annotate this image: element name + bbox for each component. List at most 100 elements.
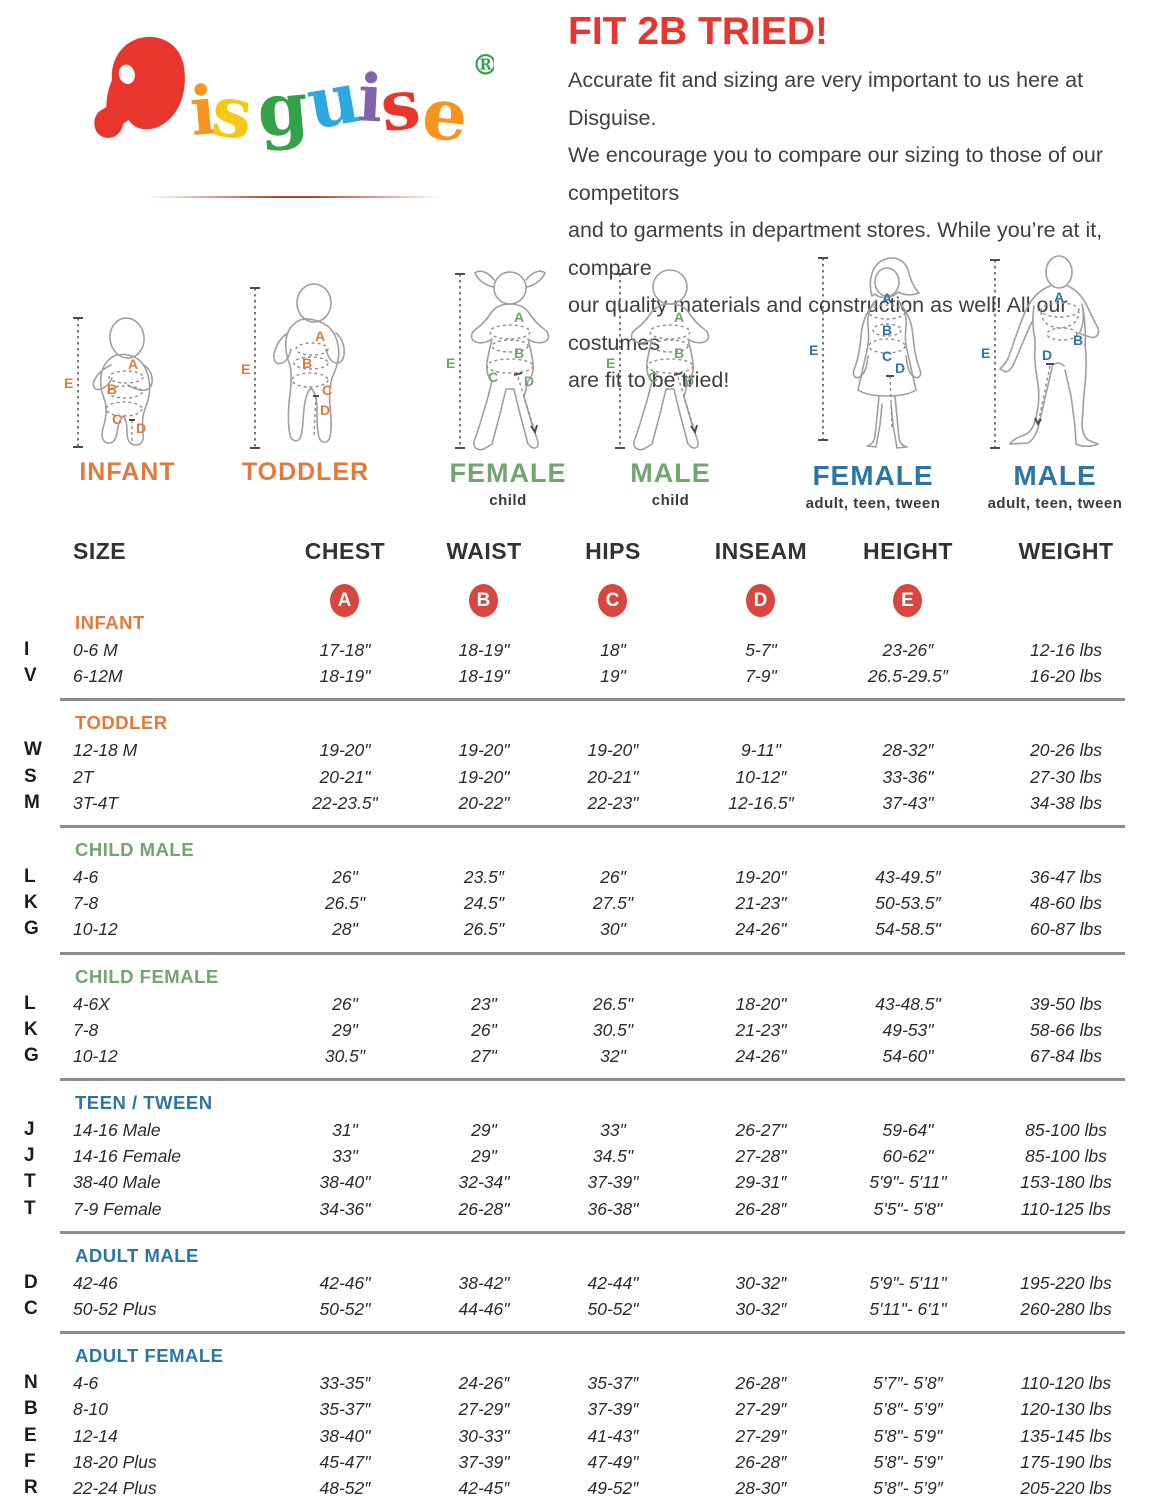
svg-text:A: A [882, 290, 892, 306]
cell-inseam: 9-11" [741, 740, 781, 761]
cell-waist: 32-34" [458, 1172, 510, 1193]
cell-waist: 30-33" [458, 1425, 510, 1446]
cell-height: 43-49.5″ [875, 866, 941, 887]
svg-text:B: B [514, 345, 524, 361]
section-title: ADULT MALE [75, 1244, 199, 1266]
svg-text:E: E [64, 375, 73, 391]
cell-size: 12-18 M [73, 740, 138, 761]
cell-weight: 135-145 lbs [1020, 1425, 1112, 1446]
cell-waist: 23" [471, 993, 497, 1014]
cell-hips: 30.5" [592, 1019, 634, 1040]
cell-inseam: 28-30″ [735, 1477, 787, 1498]
cell-hips: 30" [600, 919, 626, 940]
cell-hips: 49-52″ [587, 1477, 639, 1498]
cell-waist: 29" [471, 1120, 497, 1141]
measure-badge-d-icon: D [746, 584, 775, 617]
svg-text:s: s [376, 63, 424, 148]
measure-badge-b-icon: B [469, 584, 498, 617]
cell-hips: 19" [600, 666, 626, 687]
cell-weight: 34-38 lbs [1030, 792, 1102, 813]
section-title: INFANT [75, 612, 145, 633]
section-divider [60, 1331, 1125, 1335]
cell-chest: 33-35″ [319, 1373, 371, 1394]
cell-inseam: 27-29″ [735, 1425, 787, 1446]
cell-hips: 37-39" [587, 1172, 639, 1193]
figure-label: MALE [1013, 460, 1097, 491]
cell-size: 7-8 [73, 893, 99, 914]
cell-weight: 60-87 lbs [1030, 919, 1102, 940]
row-code: K [24, 892, 38, 914]
cell-weight: 175-190 lbs [1020, 1451, 1112, 1472]
cell-hips: 18" [600, 640, 626, 660]
cell-weight: 58-66 lbs [1030, 1019, 1102, 1040]
cell-waist: 19-20" [458, 740, 510, 761]
cell-waist: 18-19" [458, 666, 510, 687]
cell-weight: 120-130 lbs [1020, 1399, 1112, 1420]
svg-text:D: D [524, 373, 534, 389]
figure-caption-female-adult: FEMALE adult, teen, tween [793, 460, 953, 512]
svg-text:B: B [674, 345, 684, 361]
svg-text:E: E [606, 355, 615, 371]
figure-caption-male-adult: MALE adult, teen, tween [970, 460, 1140, 512]
cell-hips: 20-21" [587, 766, 639, 787]
row-code: D [24, 1271, 38, 1293]
cell-chest: 35-37″ [319, 1399, 371, 1420]
section-divider [60, 824, 1125, 828]
table-row: J 14-16 Female 33" 29" 34.5" 27-28" 60-62" 85-1… [0, 1143, 1159, 1169]
cell-inseam: 27-28" [735, 1146, 787, 1167]
cell-height: 28-32″ [882, 740, 934, 761]
intro-block: FIT 2B TRIED! Accurate fit and sizing ar… [568, 10, 1148, 400]
table-row: R 22-24 Plus 48-52″ 42-45″ 49-52″ 28-30″ 5’8″-… [0, 1475, 1159, 1500]
svg-text:A: A [674, 309, 684, 325]
column-header-height: HEIGHT [863, 538, 953, 564]
svg-text:C: C [322, 382, 332, 398]
cell-size: 7-9 Female [73, 1198, 162, 1219]
row-code: J [24, 1119, 35, 1141]
cell-inseam: 12-16.5″ [728, 792, 794, 813]
cell-height: 5’8″- 5’9″ [873, 1399, 943, 1420]
male-adult-figure-icon: E A B D [981, 255, 1100, 449]
cell-height: 5'5"- 5'8" [873, 1198, 943, 1219]
cell-hips: 32" [600, 1045, 626, 1066]
svg-text:C: C [882, 348, 892, 364]
row-code: T [24, 1197, 36, 1219]
figure-sublabel: adult, teen, tween [987, 495, 1123, 512]
disguise-logo-icon: i s g u i s e ® [94, 36, 500, 158]
figure-sublabel: child [489, 492, 527, 509]
cell-size: 0-6 M [73, 640, 118, 660]
cell-size: 18-20 Plus [73, 1451, 157, 1472]
table-row: J 14-16 Male 31" 29" 33" 26-27" 59-64" 85-100 l… [0, 1117, 1159, 1143]
intro-line: are fit to be tried! [568, 368, 730, 392]
figure-sublabel: child [651, 492, 690, 509]
table-section: TEEN / TWEEN J 14-16 Male 31" 29" 33" 26-27" 59… [0, 1092, 1159, 1234]
svg-text:A: A [514, 309, 524, 325]
table-row: B 8-10 35-37″ 27-29″ 37-39″ 27-29″ 5’8″- 5’9″ 1… [0, 1396, 1159, 1422]
cell-weight: 39-50 lbs [1030, 993, 1102, 1014]
cell-waist: 44-46" [458, 1299, 510, 1319]
cell-size: 4-6X [73, 993, 110, 1014]
cell-inseam: 26-28″ [735, 1198, 787, 1219]
figure-female-child: E A B C D [438, 256, 578, 460]
cell-chest: 31" [332, 1120, 358, 1141]
cell-size: 7-8 [73, 1019, 99, 1040]
row-code: L [24, 992, 36, 1014]
table-row: L 4-6X 26" 23" 26.5" 18-20" 43-48.5" 39-50 lbs [0, 991, 1159, 1017]
figure-label: TODDLER [241, 458, 370, 486]
cell-chest: 26.5" [324, 893, 366, 914]
cell-weight: 85-100 lbs [1025, 1146, 1107, 1167]
section-divider [60, 1230, 1125, 1234]
column-header-waist: WAIST [446, 538, 522, 564]
cell-hips: 26" [600, 866, 626, 887]
cell-waist: 26" [471, 1019, 497, 1040]
cell-weight: 12-16 lbs [1030, 640, 1102, 660]
cell-hips: 34.5" [592, 1146, 634, 1167]
intro-text: Accurate fit and sizing are very importa… [568, 62, 1148, 400]
cell-chest: 29" [332, 1019, 358, 1040]
cell-waist: 20-22" [458, 792, 510, 813]
cell-inseam: 27-29″ [735, 1399, 787, 1420]
cell-height: 50-53.5″ [875, 893, 941, 914]
figure-label: INFANT [79, 458, 176, 486]
figure-male-adult: E A B D [972, 244, 1137, 464]
row-code: M [24, 791, 40, 813]
svg-text:A: A [315, 328, 325, 344]
